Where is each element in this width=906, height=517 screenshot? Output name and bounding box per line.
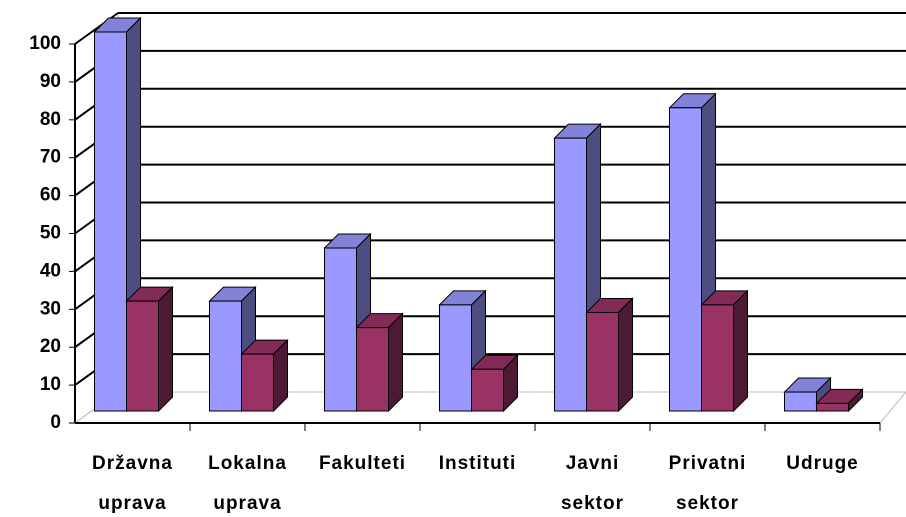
- y-tick-label: 100: [29, 33, 61, 54]
- bar-front: [586, 311, 619, 412]
- x-tick-label: Privatni sektor: [668, 453, 747, 514]
- bar-side: [618, 297, 633, 413]
- bar-front: [816, 402, 849, 412]
- y-tick-label: 30: [40, 298, 61, 319]
- y-tick-label: 90: [40, 71, 61, 92]
- bar-front: [439, 304, 472, 412]
- bar-front: [701, 304, 734, 412]
- bar-side: [733, 289, 748, 413]
- bar-front: [94, 31, 127, 412]
- y-tick-label: 50: [40, 223, 61, 244]
- bar: [585, 297, 634, 413]
- x-tick-label: Javni sektor: [560, 453, 625, 514]
- bar-front: [669, 107, 702, 412]
- y-tick-label: 0: [50, 412, 61, 433]
- x-tick-label: Instituti: [438, 453, 517, 474]
- bar-front: [471, 368, 504, 412]
- bar-front: [784, 391, 817, 412]
- x-tick-label: Fakulteti: [318, 453, 407, 474]
- x-tick-label: Udruge: [786, 453, 859, 474]
- bar-front: [324, 247, 357, 412]
- bar-front: [209, 300, 242, 412]
- y-tick-label: 80: [40, 109, 61, 130]
- y-tick-label: 10: [40, 374, 61, 395]
- bar-side: [158, 285, 173, 413]
- bar: [815, 388, 864, 413]
- x-tick-label: Lokalna uprava: [208, 453, 287, 514]
- y-tick-label: 20: [40, 336, 61, 357]
- bar-front: [356, 327, 389, 412]
- bar-front: [126, 300, 159, 412]
- bar: [125, 285, 174, 413]
- bar: [470, 354, 519, 413]
- y-tick-label: 70: [40, 147, 61, 168]
- x-tick-label: Državna uprava: [92, 453, 173, 514]
- y-tick-label: 60: [40, 185, 61, 206]
- bar: [700, 289, 749, 413]
- bar-front: [241, 353, 274, 412]
- y-tick-label: 40: [40, 260, 61, 281]
- bar: [240, 338, 289, 413]
- bar-side: [388, 312, 403, 413]
- bar: [355, 312, 404, 413]
- bar-front: [554, 137, 587, 412]
